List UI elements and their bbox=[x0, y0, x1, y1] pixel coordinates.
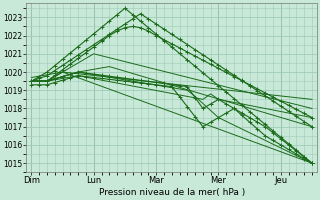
X-axis label: Pression niveau de la mer( hPa ): Pression niveau de la mer( hPa ) bbox=[99, 188, 245, 197]
